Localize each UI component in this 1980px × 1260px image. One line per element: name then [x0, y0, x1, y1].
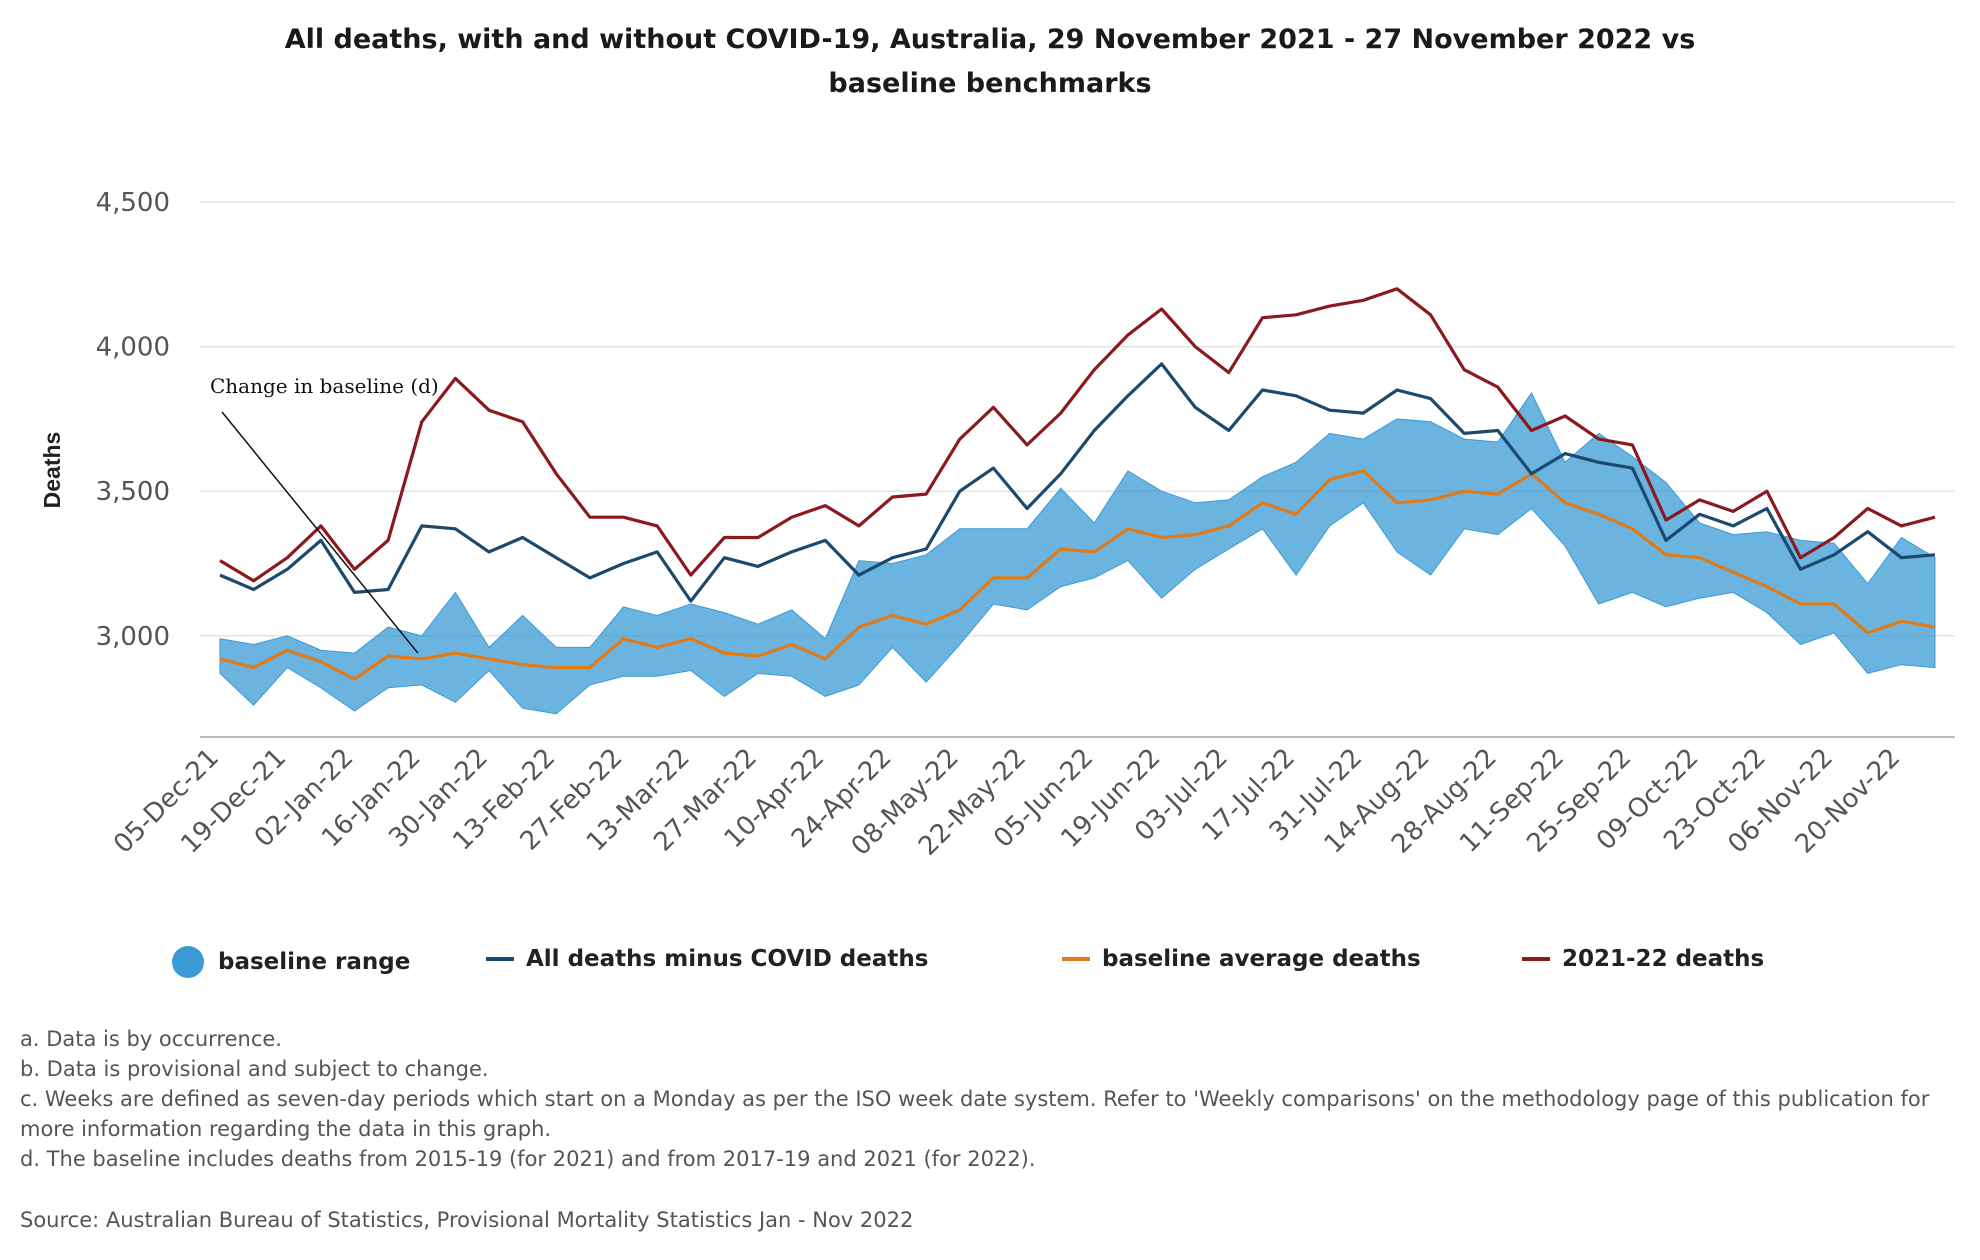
source-note: Source: Australian Bureau of Statistics,…	[20, 1208, 914, 1232]
legend-label: baseline average deaths	[1102, 946, 1421, 972]
baseline-range-area	[219, 391, 1936, 715]
y-tick-label: 3,000	[96, 622, 170, 652]
chart-title-line2: baseline benchmarks	[828, 68, 1152, 99]
deaths-2021-22-swatch	[1522, 957, 1550, 961]
y-tick-label: 4,000	[96, 333, 170, 363]
legend-label: 2021-22 deaths	[1562, 946, 1765, 972]
x-axis-ticks: 05-Dec-2119-Dec-2102-Jan-2216-Jan-2230-J…	[108, 743, 1906, 862]
footnote-d: d. The baseline includes deaths from 201…	[20, 1147, 1036, 1171]
legend-label: All deaths minus COVID deaths	[526, 946, 929, 972]
legend: baseline range All deaths minus COVID de…	[0, 946, 1980, 986]
legend-item-all-minus-covid[interactable]: All deaths minus COVID deaths	[486, 946, 928, 972]
y-axis-label: Deaths	[39, 432, 65, 509]
legend-item-2021-22-deaths[interactable]: 2021-22 deaths	[1522, 946, 1764, 972]
y-axis-ticks: 3,000 3,500 4,000 4,500	[96, 188, 170, 652]
baseline-range-swatch	[172, 946, 204, 978]
footnotes: a. Data is by occurrence. b. Data is pro…	[20, 1024, 1960, 1174]
baseline-average-line	[219, 469, 1936, 681]
chart-plot: 3,000 3,500 4,000 4,500 Deaths 05-Dec-2119-…	[39, 188, 1955, 862]
footnote-a: a. Data is by occurrence.	[20, 1027, 282, 1051]
baseline-range-band	[219, 391, 1936, 715]
footnote-c: c. Weeks are defined as seven-day period…	[20, 1087, 1930, 1141]
annotation-label: Change in baseline (d)	[210, 374, 439, 398]
baseline-average-swatch	[1062, 957, 1090, 961]
legend-item-baseline-average[interactable]: baseline average deaths	[1062, 946, 1421, 972]
legend-item-baseline-range[interactable]: baseline range	[172, 946, 410, 978]
chart-title: All deaths, with and without COVID-19, A…	[0, 18, 1980, 106]
annotation-pointer	[221, 411, 419, 654]
series-lines	[219, 287, 1936, 681]
y-tick-label: 4,500	[96, 188, 170, 218]
deaths-2021-22-line	[219, 287, 1936, 583]
all-minus-covid-swatch	[486, 957, 514, 961]
chart-title-line1: All deaths, with and without COVID-19, A…	[284, 24, 1696, 55]
baseline-change-annotation: Change in baseline (d)	[210, 374, 439, 654]
y-tick-label: 3,500	[96, 477, 170, 507]
legend-label: baseline range	[218, 949, 411, 975]
all-minus-covid-line	[219, 362, 1936, 603]
footnote-b: b. Data is provisional and subject to ch…	[20, 1057, 489, 1081]
